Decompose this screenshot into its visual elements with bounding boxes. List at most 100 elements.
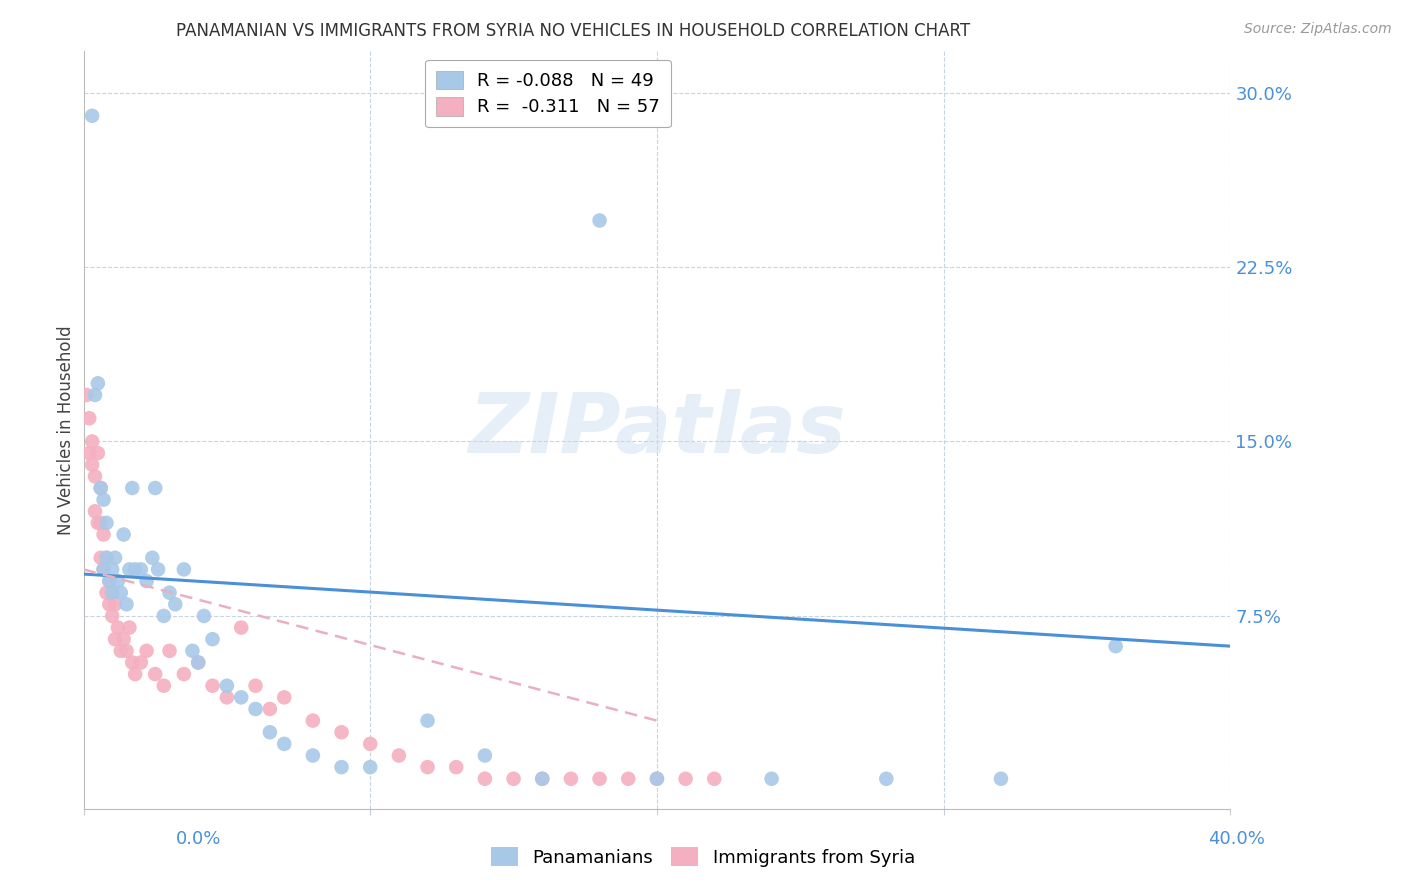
Point xyxy=(101,562,124,576)
Point xyxy=(588,213,610,227)
Point xyxy=(474,772,496,786)
Point xyxy=(82,434,104,449)
Point xyxy=(87,446,110,460)
Point xyxy=(617,772,640,786)
Point xyxy=(135,644,157,658)
Point xyxy=(474,748,496,763)
Point xyxy=(531,772,554,786)
Point xyxy=(115,597,138,611)
Point xyxy=(146,562,169,576)
Point xyxy=(675,772,697,786)
Point xyxy=(84,388,107,402)
Point xyxy=(187,656,209,670)
Point xyxy=(302,748,325,763)
Point xyxy=(215,679,238,693)
Point xyxy=(159,644,181,658)
Point xyxy=(93,562,115,576)
Point xyxy=(104,632,127,647)
Point xyxy=(588,772,610,786)
Point xyxy=(141,550,163,565)
Point xyxy=(245,702,267,716)
Point xyxy=(560,772,582,786)
Point xyxy=(143,481,166,495)
Point xyxy=(502,772,524,786)
Point xyxy=(187,656,209,670)
Point xyxy=(87,376,110,391)
Point xyxy=(531,772,554,786)
Point xyxy=(75,388,97,402)
Point xyxy=(98,597,121,611)
Point xyxy=(104,550,127,565)
Point xyxy=(101,585,124,599)
Point xyxy=(77,411,100,425)
Point xyxy=(231,621,253,635)
Point xyxy=(173,667,195,681)
Point xyxy=(388,748,411,763)
Point xyxy=(107,621,129,635)
Point xyxy=(118,562,141,576)
Point xyxy=(359,737,381,751)
Point xyxy=(112,632,135,647)
Point xyxy=(124,562,146,576)
Point xyxy=(101,609,124,624)
Point xyxy=(231,690,253,705)
Point xyxy=(135,574,157,588)
Point xyxy=(761,772,783,786)
Point xyxy=(330,725,353,739)
Point xyxy=(259,702,281,716)
Point xyxy=(1104,639,1126,653)
Point xyxy=(98,574,121,588)
Point xyxy=(110,585,132,599)
Point xyxy=(129,562,152,576)
Point xyxy=(84,504,107,518)
Text: Source: ZipAtlas.com: Source: ZipAtlas.com xyxy=(1244,22,1392,37)
Point xyxy=(330,760,353,774)
Point xyxy=(87,516,110,530)
Point xyxy=(107,574,129,588)
Point xyxy=(93,527,115,541)
Point xyxy=(201,632,224,647)
Point xyxy=(645,772,668,786)
Text: 0.0%: 0.0% xyxy=(176,830,221,847)
Point xyxy=(143,667,166,681)
Point xyxy=(96,516,118,530)
Point xyxy=(181,644,204,658)
Point xyxy=(90,550,112,565)
Point xyxy=(302,714,325,728)
Point xyxy=(118,621,141,635)
Y-axis label: No Vehicles in Household: No Vehicles in Household xyxy=(58,325,75,534)
Point xyxy=(152,609,174,624)
Point xyxy=(444,760,467,774)
Point xyxy=(77,446,100,460)
Point xyxy=(215,690,238,705)
Point xyxy=(98,574,121,588)
Point xyxy=(93,492,115,507)
Point xyxy=(159,585,181,599)
Point xyxy=(201,679,224,693)
Point xyxy=(875,772,897,786)
Point xyxy=(104,597,127,611)
Point xyxy=(193,609,215,624)
Point xyxy=(245,679,267,693)
Point xyxy=(84,469,107,483)
Point xyxy=(416,760,439,774)
Point xyxy=(124,667,146,681)
Point xyxy=(259,725,281,739)
Point xyxy=(359,760,381,774)
Point xyxy=(90,481,112,495)
Text: PANAMANIAN VS IMMIGRANTS FROM SYRIA NO VEHICLES IN HOUSEHOLD CORRELATION CHART: PANAMANIAN VS IMMIGRANTS FROM SYRIA NO V… xyxy=(176,22,970,40)
Point xyxy=(165,597,187,611)
Point xyxy=(703,772,725,786)
Point xyxy=(96,585,118,599)
Point xyxy=(129,656,152,670)
Point xyxy=(90,481,112,495)
Point xyxy=(273,690,295,705)
Point xyxy=(152,679,174,693)
Point xyxy=(416,714,439,728)
Point xyxy=(82,109,104,123)
Point xyxy=(173,562,195,576)
Point xyxy=(90,516,112,530)
Point xyxy=(101,585,124,599)
Point xyxy=(93,562,115,576)
Text: ZIPatlas: ZIPatlas xyxy=(468,389,846,470)
